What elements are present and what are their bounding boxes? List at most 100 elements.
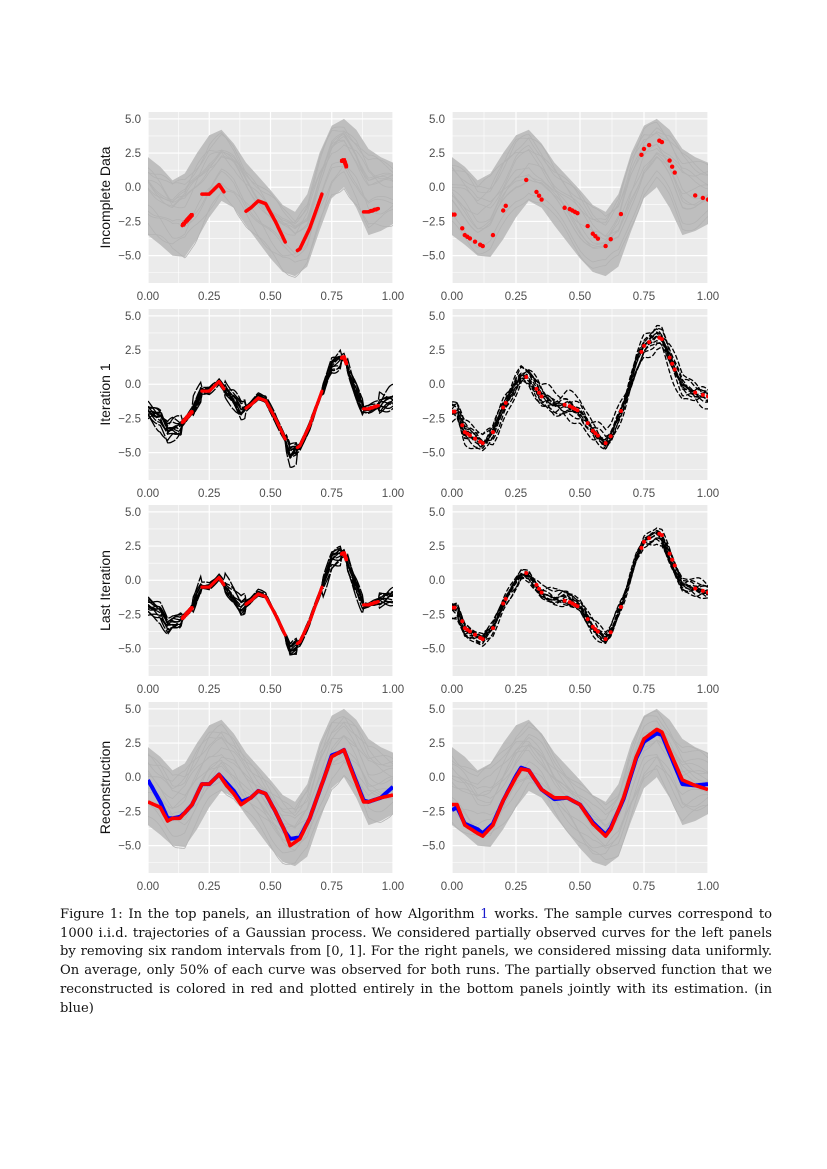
x-tick-label: 0.75 (321, 881, 343, 893)
observed-segment (180, 212, 194, 228)
y-tick-label: −5.0 (422, 448, 445, 460)
observed-point (700, 588, 705, 593)
observed-point (503, 400, 508, 405)
x-tick-label: 0.00 (137, 291, 159, 303)
y-tick-label: 5.0 (125, 114, 141, 126)
x-tick-label: 0.00 (441, 291, 463, 303)
observed-point (490, 430, 495, 435)
iteration-curve (452, 533, 708, 639)
observed-segment (340, 551, 349, 562)
row-label: Iteration 1 (97, 363, 113, 425)
row-label: Reconstruction (97, 741, 113, 834)
y-tick-label: 0.0 (429, 379, 445, 391)
panel-3-right: 0.00 0.25 0.50 0.75 1.00 −5.0 −2.5 0.0 2.5 5.0 (422, 702, 719, 893)
sample-curve (148, 725, 393, 819)
x-tick-label: 0.25 (198, 684, 220, 696)
sample-curves-band (148, 118, 393, 277)
observed-point (539, 394, 544, 399)
observed-point (585, 421, 590, 426)
observed-point (473, 632, 478, 637)
algorithm-reference-link[interactable]: 1 (480, 907, 489, 922)
observed-point (639, 545, 644, 550)
observed-point (667, 158, 672, 163)
observed-point (524, 374, 529, 379)
x-tick-label: 0.25 (198, 488, 220, 500)
iteration-curve (452, 345, 708, 445)
iteration-curve (452, 327, 708, 450)
x-tick-label: 0.75 (633, 291, 655, 303)
observed-point (672, 170, 677, 175)
observed-segment (200, 182, 226, 196)
x-tick-label: 0.50 (569, 881, 591, 893)
observed-point (585, 223, 590, 229)
figure-panels: Incomplete Data 0.00 0.25 0.50 0.75 1.00 −5.0 −… (97, 112, 719, 893)
x-tick-label: 0.25 (198, 291, 220, 303)
y-tick-label: 0.0 (125, 379, 141, 391)
observed-point (575, 211, 580, 216)
sample-curve (452, 152, 708, 244)
observed-point (452, 605, 457, 610)
x-tick-label: 1.00 (382, 488, 404, 500)
x-tick-label: 0.25 (505, 291, 527, 303)
observed-point (618, 409, 623, 414)
observed-segment (295, 192, 324, 253)
x-tick-label: 0.25 (198, 881, 220, 893)
panel-1-right: 0.00 0.25 0.50 0.75 1.00 −5.0 −2.5 0.0 2.5 5.0 (422, 309, 719, 500)
x-tick-label: 0.50 (569, 684, 591, 696)
iteration-curve (452, 324, 708, 444)
observed-segment (244, 396, 287, 441)
sample-curve (148, 716, 393, 811)
y-tick-label: −2.5 (422, 216, 445, 228)
x-tick-label: 0.75 (321, 684, 343, 696)
sample-curve (148, 187, 393, 278)
sample-curve (148, 164, 393, 257)
observed-point (603, 243, 608, 249)
observed-point (562, 402, 567, 407)
panel-3-left: 0.00 0.25 0.50 0.75 1.00 −5.0 −2.5 0.0 2.5 5.0 (118, 702, 404, 893)
observed-segment (200, 380, 226, 393)
x-tick-label: 0.75 (633, 684, 655, 696)
observed-point (647, 340, 652, 345)
observed-point (467, 629, 472, 634)
observed-point (524, 570, 529, 575)
caption-text-1: In the top panels, an illustration of ho… (122, 907, 481, 922)
x-tick-label: 1.00 (697, 684, 719, 696)
x-tick-label: 1.00 (697, 881, 719, 893)
observed-point (659, 139, 665, 145)
y-tick-label: −5.0 (118, 644, 141, 656)
x-tick-label: 0.00 (441, 488, 463, 500)
observed-point (524, 177, 529, 183)
observed-point (667, 355, 672, 360)
observed-point (460, 423, 465, 428)
x-tick-label: 1.00 (382, 881, 404, 893)
y-tick-label: 0.0 (125, 182, 141, 194)
sample-curves-band (452, 708, 708, 867)
y-tick-label: 5.0 (125, 704, 141, 716)
iteration-curve (452, 335, 708, 448)
iteration-curve (452, 536, 708, 639)
sample-curve (148, 130, 393, 225)
y-tick-label: 2.5 (429, 541, 445, 553)
sample-curve (452, 144, 708, 238)
observed-segment (362, 600, 380, 607)
y-tick-label: 5.0 (429, 114, 445, 126)
y-tick-label: 5.0 (429, 507, 445, 519)
observed-point (647, 536, 652, 541)
y-tick-label: −2.5 (118, 413, 141, 425)
observed-point (534, 582, 539, 587)
x-tick-label: 1.00 (697, 488, 719, 500)
y-tick-label: 5.0 (429, 311, 445, 323)
observed-point (537, 390, 542, 395)
y-tick-label: 2.5 (125, 541, 141, 553)
observed-point (700, 392, 705, 397)
observed-point (575, 408, 580, 413)
y-tick-label: −2.5 (422, 806, 445, 818)
x-tick-label: 1.00 (697, 291, 719, 303)
x-tick-label: 1.00 (382, 684, 404, 696)
observed-point (452, 409, 457, 414)
sample-curve (148, 721, 393, 814)
observed-point (672, 367, 677, 372)
true-curve (148, 748, 393, 848)
sample-curve (452, 156, 708, 249)
observed-point (618, 211, 624, 217)
